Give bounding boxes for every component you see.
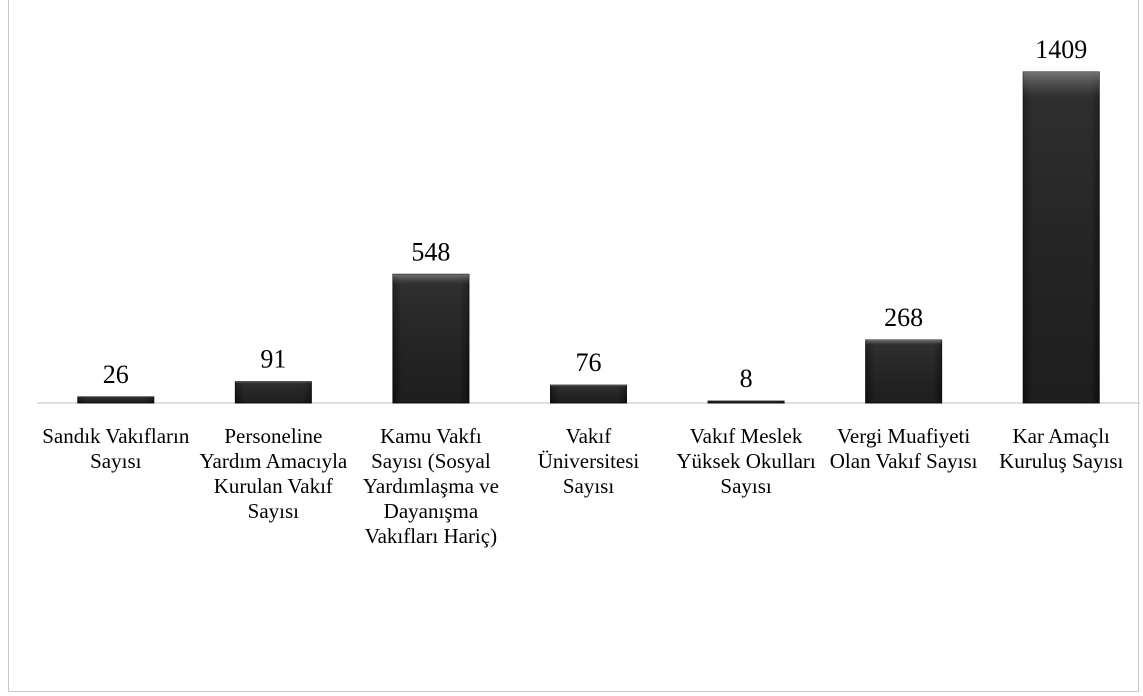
- x-tick-label: Sandık Vakıfların Sayısı: [42, 424, 190, 473]
- value-label: 268: [884, 303, 923, 332]
- bar-bevel: [708, 401, 785, 403]
- value-label: 76: [576, 348, 602, 377]
- value-label: 1409: [1035, 35, 1087, 64]
- value-label: 26: [103, 360, 129, 389]
- bar-bevel: [1023, 72, 1100, 403]
- chart-frame: [8, 0, 1139, 692]
- value-label: 548: [411, 237, 450, 266]
- x-tick-label: Kar Amaçlı Kuruluş Sayısı: [999, 424, 1124, 473]
- bar-bevel: [392, 274, 469, 403]
- x-tick-label: Kamu Vakfı Sayısı (Sosyal Yardımlaşma ve…: [362, 424, 499, 548]
- x-tick-label: Vakıf Üniversitesi Sayısı: [537, 424, 640, 498]
- x-tick-label: Vergi Muafiyeti Olan Vakıf Sayısı: [829, 424, 978, 473]
- value-label: 91: [260, 345, 286, 374]
- bar-bevel: [550, 385, 627, 403]
- value-label: 8: [740, 364, 753, 393]
- x-tick-label: Personeline Yardım Amacıyla Kurulan Vakı…: [199, 424, 348, 523]
- x-tick-label: Vakıf Meslek Yüksek Okulları Sayısı: [676, 424, 816, 498]
- bar-bevel: [865, 340, 942, 403]
- bar-bevel: [77, 396, 154, 403]
- bar-bevel: [235, 381, 312, 403]
